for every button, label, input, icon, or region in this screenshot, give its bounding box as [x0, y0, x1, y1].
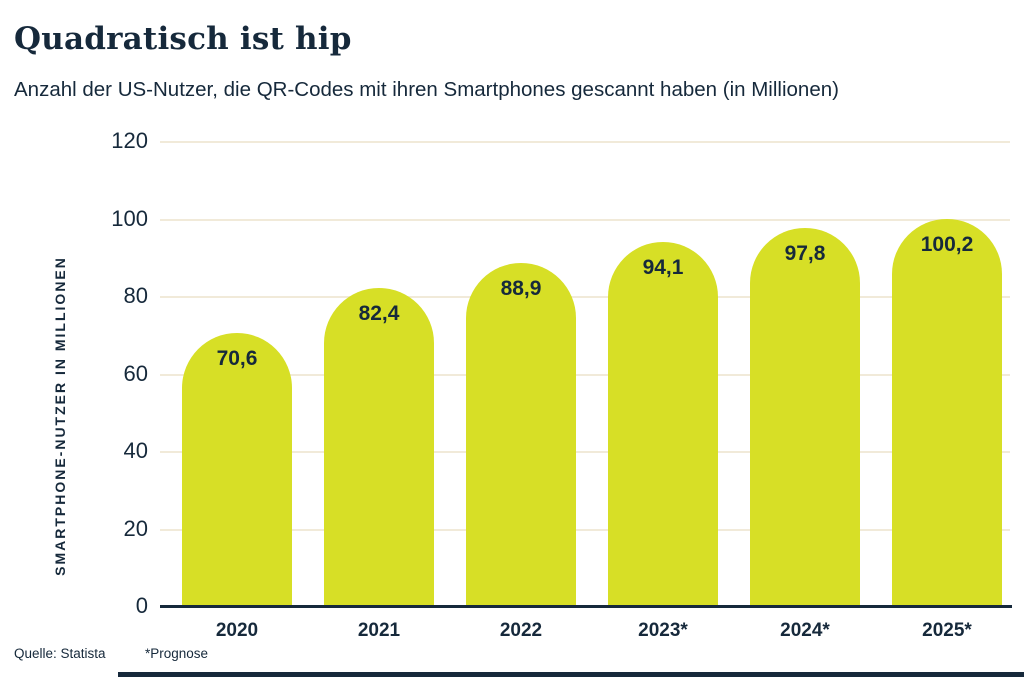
bar-value-label: 70,6: [216, 347, 258, 371]
x-tick-label-2021: 2021: [357, 620, 401, 641]
y-tick-label-120: 120: [111, 128, 148, 153]
y-tick-label-40: 40: [123, 438, 148, 463]
x-axis-line: [160, 605, 1012, 608]
chart-subtitle: Anzahl der US-Nutzer, die QR-Codes mit i…: [14, 77, 839, 101]
x-tick-label-2024: 2024*: [780, 620, 830, 641]
bar-2021: 82,4: [324, 287, 434, 607]
forecast-note: *Prognose: [145, 646, 209, 661]
bar-value-label: 88,9: [500, 276, 542, 300]
y-tick-label-80: 80: [123, 283, 148, 308]
bottom-accent-bar: [118, 672, 1024, 677]
y-tick-label-0: 0: [135, 593, 148, 618]
gridline-y80: [160, 296, 1010, 298]
bar-value-label: 82,4: [358, 301, 400, 325]
gridline-y120: [160, 141, 1010, 143]
bar-value-label: 94,1: [642, 256, 684, 280]
x-tick-label-2025: 2025*: [922, 620, 972, 641]
y-tick-label-100: 100: [111, 205, 148, 231]
x-tick-label-2022: 2022: [499, 620, 543, 641]
gridline-y40: [160, 451, 1010, 453]
gridline-y20: [160, 528, 1010, 531]
gridline-y100: [160, 218, 1010, 221]
y-tick-label-60: 60: [123, 360, 148, 386]
gridline-y60: [160, 373, 1010, 376]
bar-2020: 70,6: [182, 333, 292, 607]
bar-value-label: 100,2: [920, 232, 974, 256]
chart-title: Quadratisch ist hip: [14, 20, 352, 57]
y-tick-label-20: 20: [123, 515, 148, 541]
bar-2022: 88,9: [466, 262, 576, 607]
source-credit: Quelle: Statista: [14, 646, 106, 661]
x-tick-label-2020: 2020: [215, 620, 259, 641]
bar-value-label: 97,8: [784, 242, 826, 266]
bar-2025: 100,2: [892, 218, 1002, 607]
bar-2023: 94,1: [608, 242, 718, 607]
x-tick-label-2023: 2023*: [638, 620, 688, 641]
bar-2024: 97,8: [750, 228, 860, 607]
